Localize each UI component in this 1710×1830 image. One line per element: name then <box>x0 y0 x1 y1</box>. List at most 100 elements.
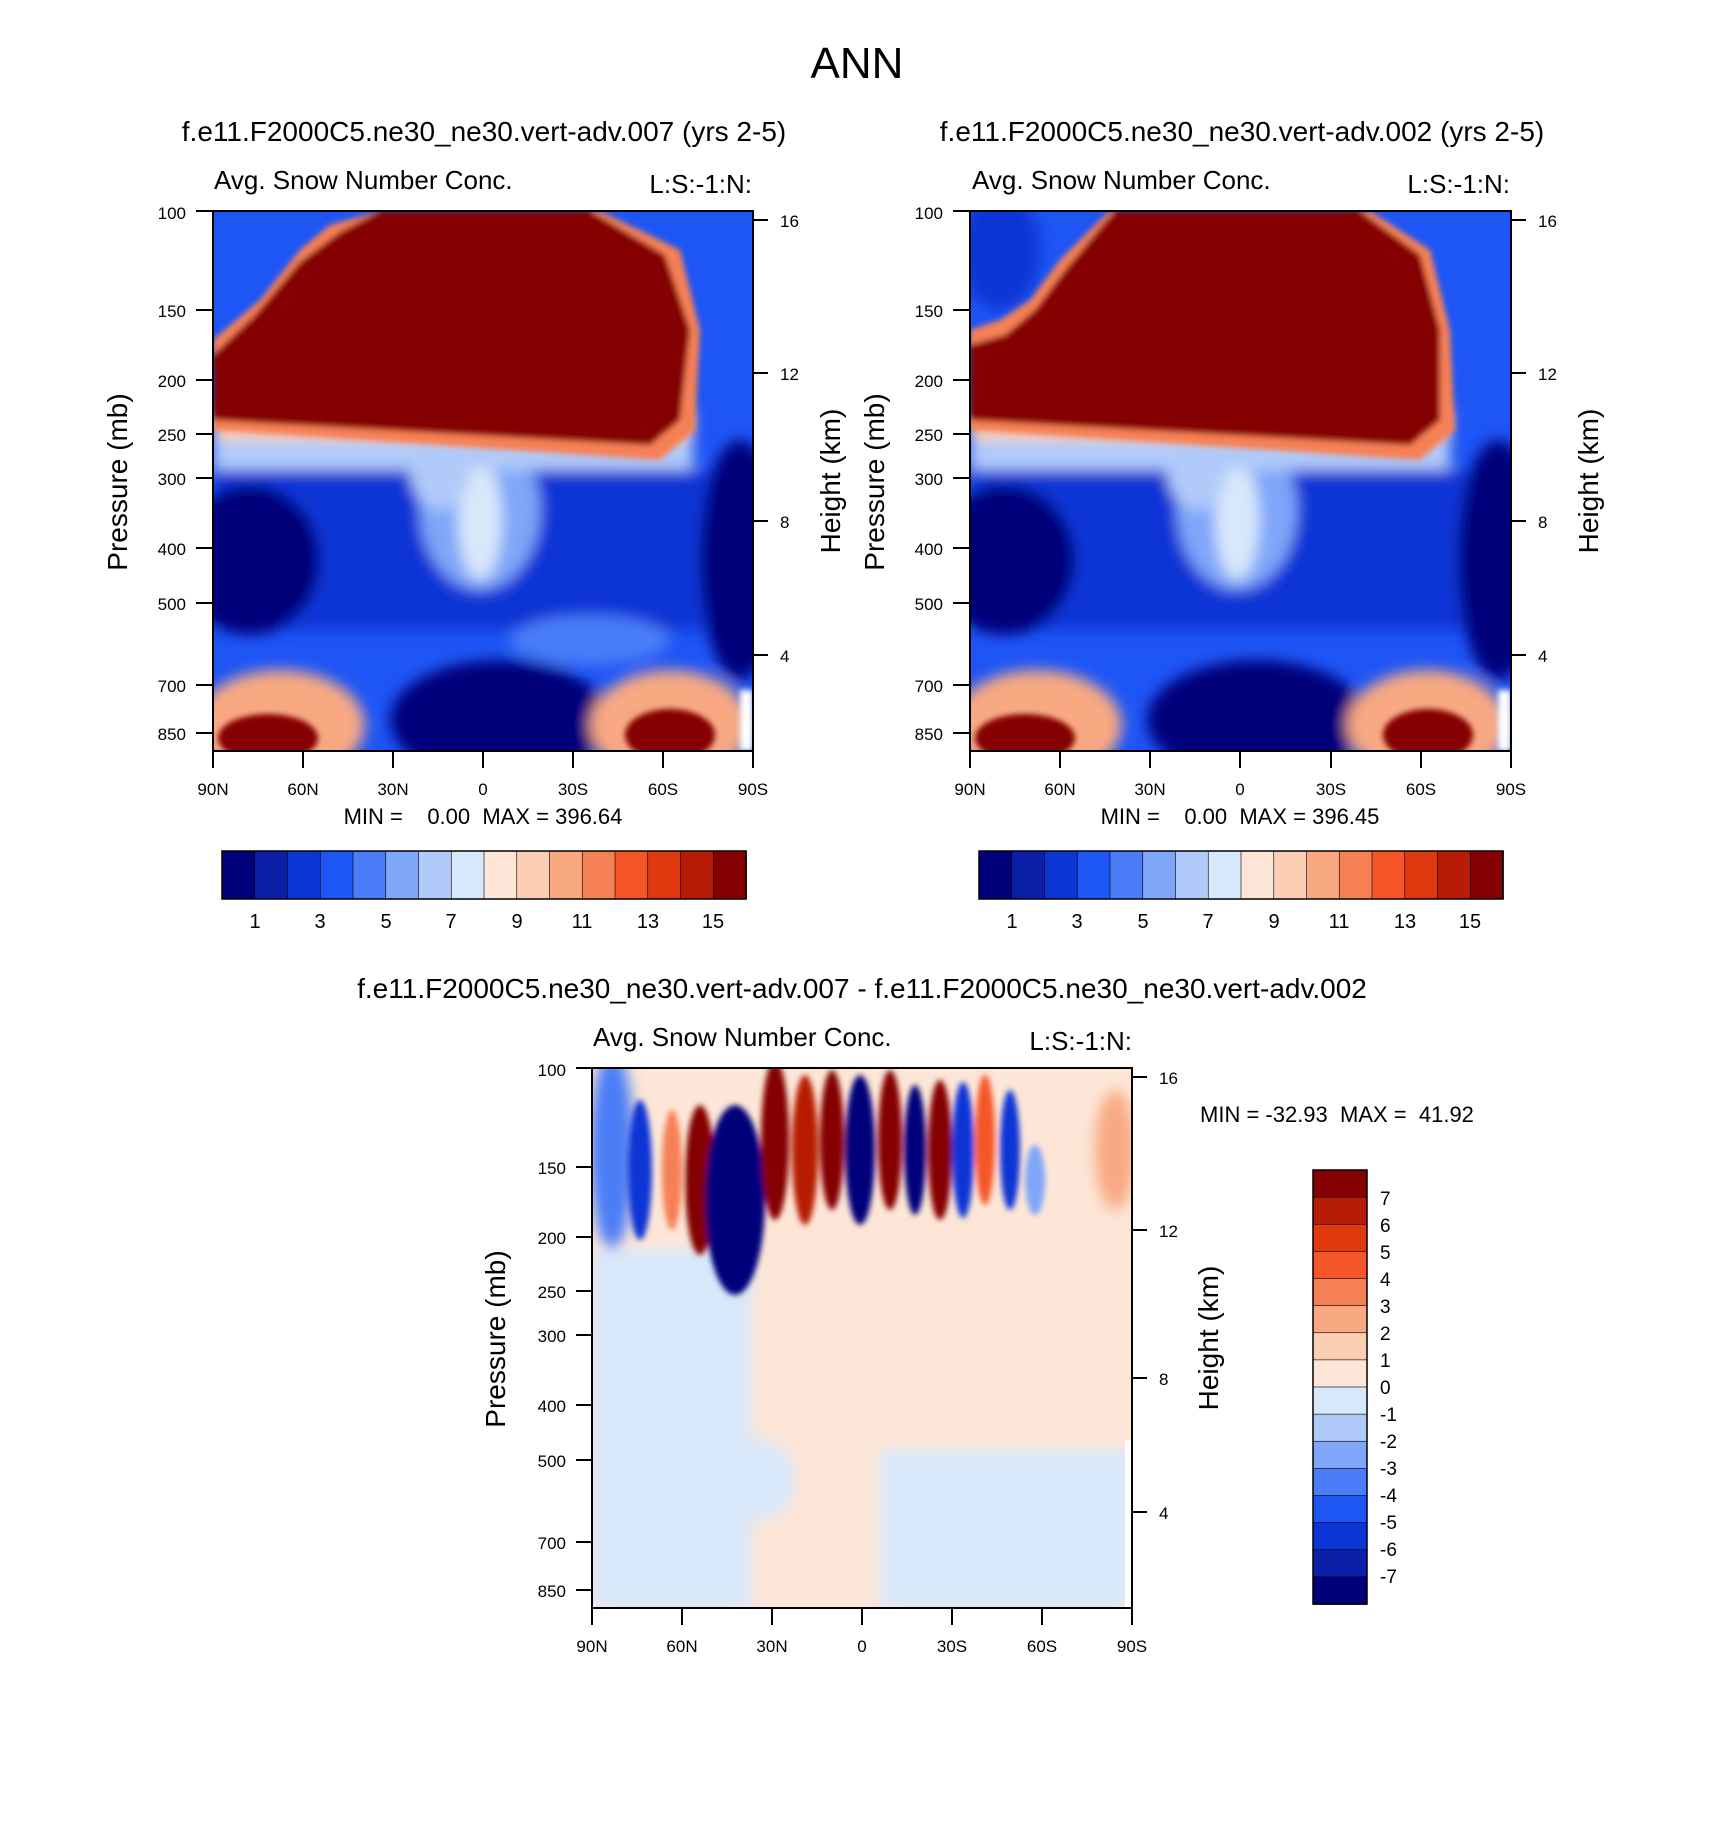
panel-c-ytick: 200 <box>538 1229 566 1248</box>
panel-c-colorbar-label: 4 <box>1380 1270 1391 1291</box>
panel-c-xtick: 30S <box>937 1637 967 1656</box>
panel-c-colorbar-label: 0 <box>1380 1378 1391 1399</box>
panel-c-rtick: 12 <box>1159 1222 1178 1241</box>
panel-a-ytick: 150 <box>158 302 186 321</box>
panel-a-ytick: 850 <box>158 725 186 744</box>
panel-c-colorbar-label: -7 <box>1380 1567 1397 1588</box>
panel-a-colorbar-swatch <box>418 850 453 900</box>
panel-a-ytick: 100 <box>158 204 186 223</box>
panel-c-colorbar-label: 6 <box>1380 1216 1391 1237</box>
panel-b-colorbar-label: 15 <box>1459 911 1481 933</box>
panel-c-colorbar-swatch <box>1312 1549 1368 1578</box>
panel-a-colorbar-swatch <box>549 850 584 900</box>
panel-c-colorbar-swatch <box>1312 1413 1368 1443</box>
panel-a-right-axis: 16 12 8 4 <box>753 212 799 666</box>
panel-b-right-axis: 16 12 8 4 <box>1511 212 1557 666</box>
panel-c-colorbar-swatches <box>1312 1169 1368 1605</box>
panel-b-x-axis: 90N 60N 30N 0 30S 60S 90S <box>954 751 1526 799</box>
panel-c-rtick: 16 <box>1159 1069 1178 1088</box>
panel-c-colorbar-label: -4 <box>1380 1486 1397 1507</box>
panel-b-colorbar-swatches <box>978 850 1504 900</box>
panel-b-left-axis: 100 150 200 250 300 400 500 700 850 <box>915 204 970 744</box>
panel-a-x-axis: 90N 60N 30N 0 30S 60S 90S <box>197 751 768 799</box>
panel-a-title: f.e11.F2000C5.ne30_ne30.vert-adv.007 (yr… <box>182 116 786 147</box>
panel-b-colorbar-label: 13 <box>1394 911 1416 933</box>
panel-c-colorbar-swatch <box>1312 1359 1368 1388</box>
panel-c-x-axis: 90N 60N 30N 0 30S 60S 90S <box>576 1608 1147 1656</box>
page-title: ANN <box>811 39 904 88</box>
panel-b-xtick: 60S <box>1406 780 1436 799</box>
panel-model-b: f.e11.F2000C5.ne30_ne30.vert-adv.002 (yr… <box>859 116 1604 933</box>
panel-b-colorbar-label: 1 <box>1006 911 1017 933</box>
panel-a-colorbar-swatch <box>647 850 682 900</box>
panel-b-colorbar-swatch <box>1076 850 1111 900</box>
panel-a-xtick: 60N <box>287 780 318 799</box>
panel-a-ytick: 300 <box>158 470 186 489</box>
panel-b-colorbar-swatch <box>1338 850 1373 900</box>
panel-c-xtick: 90N <box>576 1637 607 1656</box>
panel-c-right-axis: 16 12 8 4 <box>1132 1069 1178 1523</box>
panel-a-colorbar: 1 3 5 7 9 11 13 15 <box>221 850 747 933</box>
panel-a-rtick: 12 <box>780 365 799 384</box>
panel-b-rtick: 16 <box>1538 212 1557 231</box>
panel-b-ylabel-right: Height (km) <box>1573 409 1604 554</box>
panel-c-colorbar-swatch <box>1312 1468 1368 1497</box>
panel-c-colorbar-swatch <box>1312 1251 1368 1280</box>
panel-b-xtick: 90N <box>954 780 985 799</box>
panel-c-rtick: 4 <box>1159 1504 1168 1523</box>
panel-b-ylabel: Pressure (mb) <box>859 393 890 570</box>
panel-c-title: f.e11.F2000C5.ne30_ne30.vert-adv.007 - f… <box>357 973 1367 1004</box>
panel-c-xtick: 0 <box>857 1637 866 1656</box>
panel-b-colorbar-label: 7 <box>1202 911 1213 933</box>
panel-b-colorbar: 1 3 5 7 9 11 13 15 <box>978 850 1504 933</box>
panel-a-colorbar-swatch <box>483 850 518 900</box>
panel-b-ytick: 200 <box>915 372 943 391</box>
panel-b-xtick: 30N <box>1134 780 1165 799</box>
panel-difference: f.e11.F2000C5.ne30_ne30.vert-adv.007 - f… <box>357 973 1474 1656</box>
panel-c-ytick: 400 <box>538 1397 566 1416</box>
panel-c-ytick: 250 <box>538 1283 566 1302</box>
panel-c-ytick: 100 <box>538 1061 566 1080</box>
panel-b-colorbar-label: 3 <box>1071 911 1082 933</box>
panel-b-colorbar-swatch <box>1142 850 1177 900</box>
panel-a-ytick: 700 <box>158 677 186 696</box>
panel-b-colorbar-swatch <box>1273 850 1308 900</box>
panel-b-subtitle-left: Avg. Snow Number Conc. <box>972 165 1271 195</box>
panel-a-xtick: 90N <box>197 780 228 799</box>
panel-c-colorbar-label: 3 <box>1380 1297 1391 1318</box>
panel-b-colorbar-label: 11 <box>1329 911 1350 933</box>
panel-a-xtick: 30S <box>558 780 588 799</box>
panel-a-stats: MIN = 0.00 MAX = 396.64 <box>344 804 623 829</box>
panel-b-stats: MIN = 0.00 MAX = 396.45 <box>1101 804 1380 829</box>
panel-c-colorbar-swatch <box>1312 1223 1368 1253</box>
panel-b-subtitle-right: L:S:-1:N: <box>1407 169 1510 199</box>
panel-c-contour-field <box>592 1068 1132 1608</box>
panel-c-stats: MIN = -32.93 MAX = 41.92 <box>1200 1102 1474 1127</box>
panel-a-colorbar-label: 3 <box>314 911 325 933</box>
panel-a-ytick: 250 <box>158 426 186 445</box>
panel-a-contour-field <box>213 211 753 751</box>
panel-b-title: f.e11.F2000C5.ne30_ne30.vert-adv.002 (yr… <box>940 116 1544 147</box>
panel-a-rtick: 4 <box>780 647 789 666</box>
panel-b-colorbar-swatch <box>1109 850 1144 900</box>
panel-c-rtick: 8 <box>1159 1370 1168 1389</box>
panel-a-colorbar-swatch <box>385 850 420 900</box>
panel-b-colorbar-swatch <box>978 850 1013 900</box>
panel-c-colorbar-label: -2 <box>1380 1432 1397 1453</box>
panel-b-ytick: 250 <box>915 426 943 445</box>
panel-a-xtick: 60S <box>648 780 678 799</box>
panel-a-colorbar-swatch <box>319 850 354 900</box>
panel-c-colorbar-label: 7 <box>1380 1189 1391 1210</box>
panel-c-xtick: 30N <box>756 1637 787 1656</box>
panel-a-ytick: 200 <box>158 372 186 391</box>
panel-b-xtick: 30S <box>1316 780 1346 799</box>
panel-b-colorbar-swatch <box>1044 850 1079 900</box>
panel-c-subtitle-left: Avg. Snow Number Conc. <box>593 1022 892 1052</box>
panel-b-colorbar-swatch <box>1011 850 1046 900</box>
panel-c-ytick: 300 <box>538 1327 566 1346</box>
panel-b-ytick: 500 <box>915 595 943 614</box>
panel-c-colorbar-label: -6 <box>1380 1540 1397 1561</box>
panel-b-xtick: 0 <box>1235 780 1244 799</box>
panel-c-subtitle-right: L:S:-1:N: <box>1029 1026 1132 1056</box>
